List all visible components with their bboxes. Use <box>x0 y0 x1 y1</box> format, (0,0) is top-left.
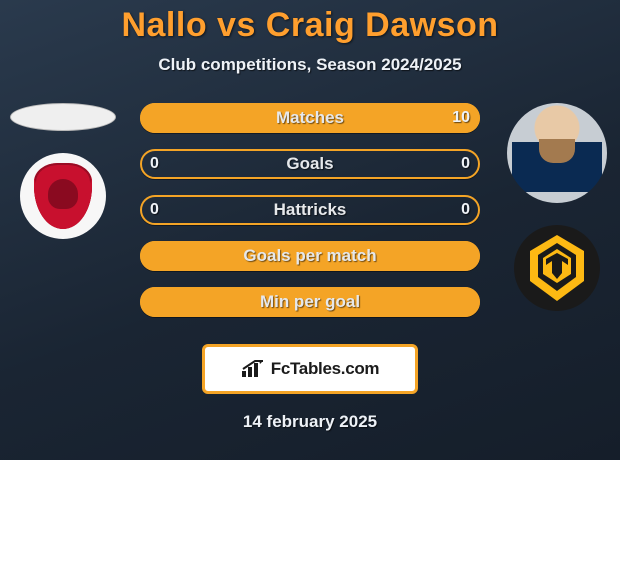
stat-label: Hattricks <box>274 200 347 220</box>
stat-row-min-per-goal: Min per goal <box>140 287 480 317</box>
stat-value-right: 10 <box>452 103 470 133</box>
stat-label: Matches <box>276 108 344 128</box>
player-left-avatar <box>10 103 116 131</box>
date-label: 14 february 2025 <box>243 412 377 432</box>
player-right-avatar <box>507 103 607 203</box>
stat-value-left: 0 <box>150 149 159 179</box>
club-right-badge <box>514 225 600 311</box>
brand-text: FcTables.com <box>271 359 380 379</box>
stat-row-matches: Matches 10 <box>140 103 480 133</box>
stats-bars: Matches 10 0 Goals 0 0 Hattricks 0 Go <box>140 103 480 333</box>
stat-value-right: 0 <box>461 195 470 225</box>
wolves-icon <box>526 233 588 303</box>
stat-label: Goals per match <box>243 246 376 266</box>
comparison-card: Nallo vs Craig Dawson Club competitions,… <box>0 0 620 460</box>
page-subtitle: Club competitions, Season 2024/2025 <box>0 55 620 75</box>
stat-row-goals: 0 Goals 0 <box>140 149 480 179</box>
stat-row-hattricks: 0 Hattricks 0 <box>140 195 480 225</box>
stat-value-right: 0 <box>461 149 470 179</box>
player-left-column <box>8 103 118 239</box>
player-right-column <box>502 103 612 311</box>
brand-badge: FcTables.com <box>202 344 418 394</box>
club-left-badge <box>20 153 106 239</box>
bar-chart-icon <box>241 360 265 378</box>
stat-row-goals-per-match: Goals per match <box>140 241 480 271</box>
stat-label: Goals <box>286 154 333 174</box>
stat-label: Min per goal <box>260 292 360 312</box>
page-title: Nallo vs Craig Dawson <box>0 0 620 45</box>
stat-value-left: 0 <box>150 195 159 225</box>
